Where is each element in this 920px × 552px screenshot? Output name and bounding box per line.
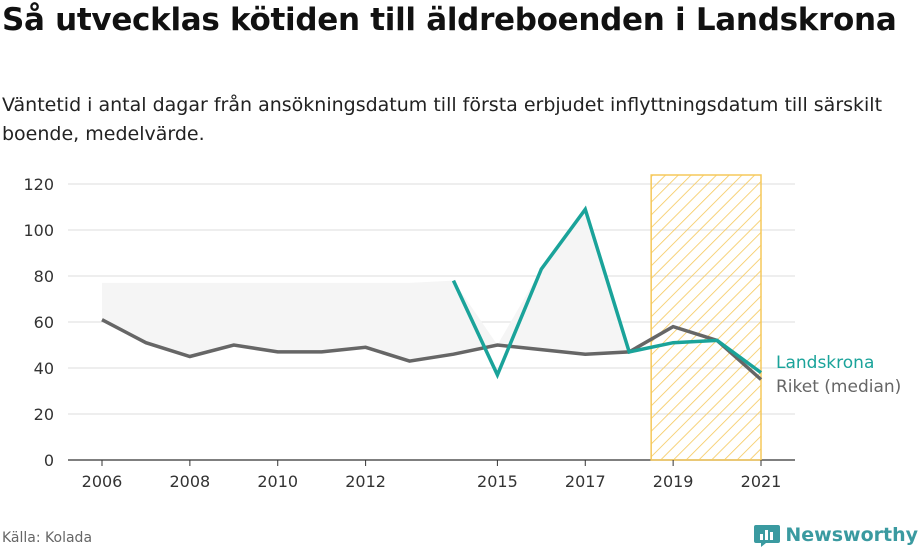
chart-title: Så utvecklas kötiden till äldreboenden i… — [2, 2, 897, 38]
series-labels: Landskrona Riket (median) — [776, 353, 901, 397]
range-band — [102, 209, 630, 362]
highlight-hatched-rect — [650, 174, 762, 461]
x-tick-label: 2008 — [170, 472, 211, 491]
highlight-region — [650, 174, 762, 461]
x-tick-label: 2021 — [741, 472, 782, 491]
brand-logo: Newsworthy — [754, 520, 918, 550]
y-tick-label: 100 — [23, 221, 54, 240]
y-tick-label: 40 — [34, 359, 54, 378]
x-tick-label: 2012 — [345, 472, 386, 491]
newsworthy-logo-icon — [754, 525, 781, 547]
series-line-riket — [101, 318, 763, 381]
series-line-landskrona — [451, 205, 763, 380]
x-tick-label: 2010 — [257, 472, 298, 491]
source-note: Källa: Kolada — [2, 530, 93, 546]
series-label-riket: Riket (median) — [776, 377, 901, 397]
x-tick-label: 2017 — [565, 472, 606, 491]
x-tick-label: 2019 — [653, 472, 694, 491]
y-tick-label: 120 — [23, 175, 54, 194]
y-tick-label: 0 — [44, 451, 54, 470]
y-tick-label: 60 — [34, 313, 54, 332]
axes: 0 20 40 60 80 100 120 2006 2008 2010 2012 2015 2017 2… — [23, 175, 781, 491]
range-band-area — [102, 209, 630, 362]
x-tick-label: 2015 — [477, 472, 518, 491]
series-label-landskrona: Landskrona — [776, 353, 874, 373]
y-tick-label: 80 — [34, 267, 54, 286]
y-tick-label: 20 — [34, 405, 54, 424]
chart-subtitle: Väntetid i antal dagar från ansökningsda… — [2, 94, 883, 145]
x-tick-label: 2006 — [82, 472, 123, 491]
series-lines — [101, 205, 763, 381]
brand-name: Newsworthy — [785, 524, 918, 546]
